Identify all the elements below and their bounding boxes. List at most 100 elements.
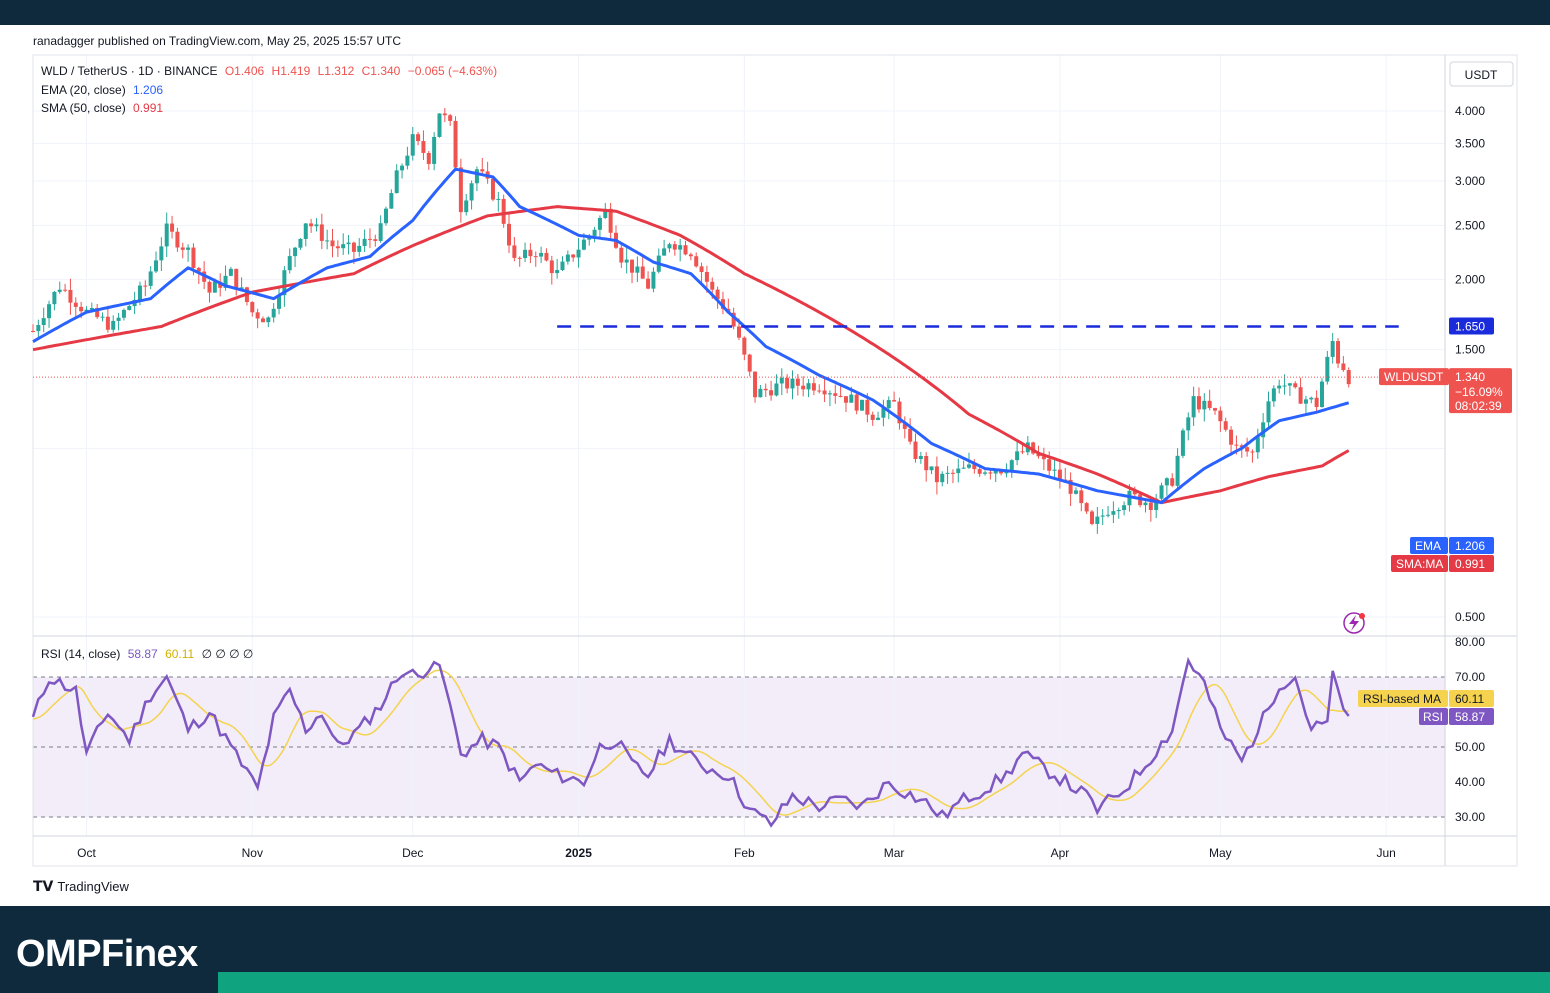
candle-body <box>137 285 142 300</box>
candle <box>571 253 576 262</box>
candle <box>1073 487 1078 495</box>
candle <box>720 291 725 315</box>
candle-body <box>1186 417 1191 431</box>
candle <box>1068 472 1073 507</box>
y-tick-label: 3.000 <box>1455 174 1485 188</box>
candle <box>908 418 913 445</box>
candle-body <box>753 371 758 398</box>
price-chart[interactable]: Oct Nov Dec 2025 Feb Mar Apr May Jun 4.000 3.500 3.… <box>0 0 1550 880</box>
candle-body <box>1277 385 1282 389</box>
candle <box>517 256 522 267</box>
candle <box>817 384 822 394</box>
candle <box>250 301 255 317</box>
candle-body <box>672 244 677 250</box>
candle-body <box>512 245 517 258</box>
candle <box>1341 356 1346 372</box>
candle-body <box>410 134 415 156</box>
ema-value: 1.206 <box>133 83 164 97</box>
candle-body <box>827 393 832 395</box>
currency-button[interactable] <box>1449 61 1514 87</box>
x-tick-label: Dec <box>402 846 423 860</box>
candle-body <box>1255 437 1260 453</box>
candle-body <box>453 120 458 168</box>
candle-body <box>918 456 923 460</box>
candle-body <box>212 281 217 293</box>
candle <box>785 374 790 394</box>
candle-body <box>715 289 720 300</box>
rsi-value: 58.87 <box>127 647 158 661</box>
candle-body <box>186 247 191 250</box>
candle-body <box>239 287 244 289</box>
candle <box>303 223 308 247</box>
candle <box>790 370 795 400</box>
candle-body <box>170 223 175 232</box>
candle-body <box>999 470 1004 474</box>
candle <box>277 286 282 315</box>
tradingview-logo[interactable]: 𝗧𝗩 TradingView <box>33 878 129 895</box>
candle-body <box>597 217 602 230</box>
rsi-legend[interactable]: RSI (14, close) 58.87 60.11 ∅ ∅ ∅ ∅ <box>41 647 257 661</box>
candle <box>164 212 169 258</box>
candle-body <box>432 136 437 164</box>
candle-body <box>929 466 934 471</box>
candle-body <box>555 269 560 274</box>
candle <box>405 146 410 170</box>
candle <box>1250 449 1255 463</box>
candle-body <box>164 223 169 247</box>
candle-body <box>876 417 881 420</box>
candle-body <box>854 394 859 411</box>
candle-body <box>678 245 683 250</box>
sma-legend[interactable]: SMA (50, close) 0.991 <box>41 101 167 115</box>
candle-body <box>95 307 100 318</box>
candle-body <box>287 256 292 271</box>
symbol-legend[interactable]: WLD / TetherUS · 1D · BINANCE O1.406 H1.… <box>41 64 501 78</box>
candle <box>111 315 116 333</box>
candle <box>1015 439 1020 466</box>
candle <box>715 286 720 309</box>
candle <box>1164 477 1169 496</box>
candle-body <box>1047 459 1052 471</box>
candle <box>795 374 800 396</box>
rsi-price-tag: 58.87 <box>1455 710 1485 724</box>
candle-body <box>908 428 913 442</box>
candle-body <box>1170 478 1175 486</box>
ema-price-tag: 1.206 <box>1455 539 1485 553</box>
candle <box>1202 393 1207 422</box>
top-bar <box>0 0 1550 25</box>
candle <box>678 238 683 262</box>
candle-body <box>1079 490 1084 504</box>
candle <box>1293 381 1298 389</box>
candle-body <box>720 299 725 309</box>
candle-body <box>282 270 287 296</box>
candle <box>881 399 886 427</box>
candle-body <box>801 385 806 390</box>
candle <box>662 239 667 256</box>
candle-body <box>806 383 811 390</box>
candle-body <box>961 467 966 469</box>
candle <box>63 283 68 293</box>
candle-body <box>571 254 576 258</box>
candle-body <box>646 278 651 289</box>
candle <box>1213 407 1218 415</box>
candle <box>940 471 945 487</box>
candle <box>287 248 292 274</box>
candle <box>870 411 875 426</box>
rsi-extra: ∅ ∅ ∅ ∅ <box>201 647 254 661</box>
candle-body <box>769 390 774 396</box>
change-value: −0.065 (−4.63%) <box>407 64 498 78</box>
ema-legend[interactable]: EMA (20, close) 1.206 <box>41 83 167 97</box>
candle <box>394 164 399 194</box>
candle-body <box>180 247 185 250</box>
candle <box>95 303 100 319</box>
lightning-icon[interactable] <box>1343 612 1365 634</box>
candle-body <box>405 155 410 166</box>
candle <box>950 469 955 484</box>
candle <box>1111 501 1116 524</box>
candle-body <box>619 247 624 263</box>
x-tick-label: Mar <box>884 846 905 860</box>
candle-body <box>341 244 346 249</box>
candle-body <box>956 468 961 474</box>
candle <box>1282 374 1287 395</box>
candle-body <box>36 324 41 332</box>
candle <box>1298 377 1303 404</box>
